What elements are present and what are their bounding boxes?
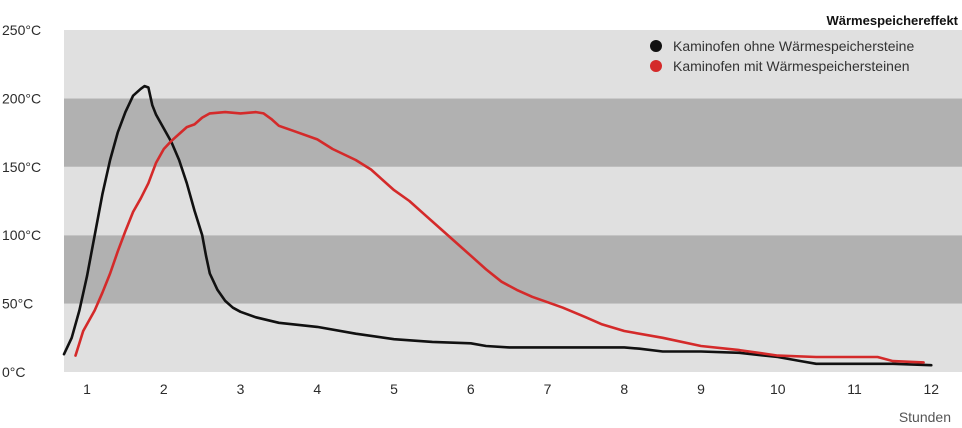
x-tick-label: 5	[390, 381, 398, 397]
x-tick-label: 2	[160, 381, 168, 397]
x-tick-label: 8	[620, 381, 628, 397]
x-tick-label: 3	[237, 381, 245, 397]
x-tick-label: 4	[313, 381, 321, 397]
band-2	[64, 166, 962, 236]
legend: Kaminofen ohne Wärmespeichersteine Kamino…	[650, 38, 914, 74]
legend-marker-1	[650, 40, 662, 52]
y-tick-label: 100°C	[2, 227, 41, 243]
x-tick-label: 1	[83, 381, 91, 397]
series-line-1	[62, 84, 933, 367]
legend-marker-2	[650, 60, 662, 72]
series-line-2	[74, 110, 925, 364]
band-3	[64, 98, 962, 167]
band-1	[64, 235, 962, 304]
x-axis-ticks: 1 2 3 4 5 6 7 8 9 10 11 12	[83, 381, 939, 397]
y-tick-label: 150°C	[2, 159, 41, 175]
y-tick-label: 50°C	[2, 296, 33, 312]
x-axis-label: Stunden	[899, 409, 951, 425]
y-axis-ticks: 0°C 50°C 100°C 150°C 200°C 250°C	[2, 22, 41, 380]
background-bands	[64, 30, 962, 372]
x-tick-label: 11	[847, 381, 862, 397]
y-tick-label: 200°C	[2, 90, 41, 106]
chart-title: Wärmespeichereffekt	[827, 13, 959, 28]
y-tick-label: 0°C	[2, 364, 26, 380]
y-tick-label: 250°C	[2, 22, 41, 38]
legend-label-1: Kaminofen ohne Wärmespeichersteine	[673, 38, 914, 54]
series-lines	[62, 84, 933, 367]
x-tick-label: 10	[770, 381, 786, 397]
x-tick-label: 12	[924, 381, 940, 397]
legend-label-2: Kaminofen mit Wärmespeichersteinen	[673, 58, 910, 74]
x-tick-label: 9	[697, 381, 705, 397]
band-0	[64, 303, 962, 372]
x-tick-label: 6	[467, 381, 475, 397]
x-tick-label: 7	[544, 381, 552, 397]
band-4	[64, 30, 962, 99]
